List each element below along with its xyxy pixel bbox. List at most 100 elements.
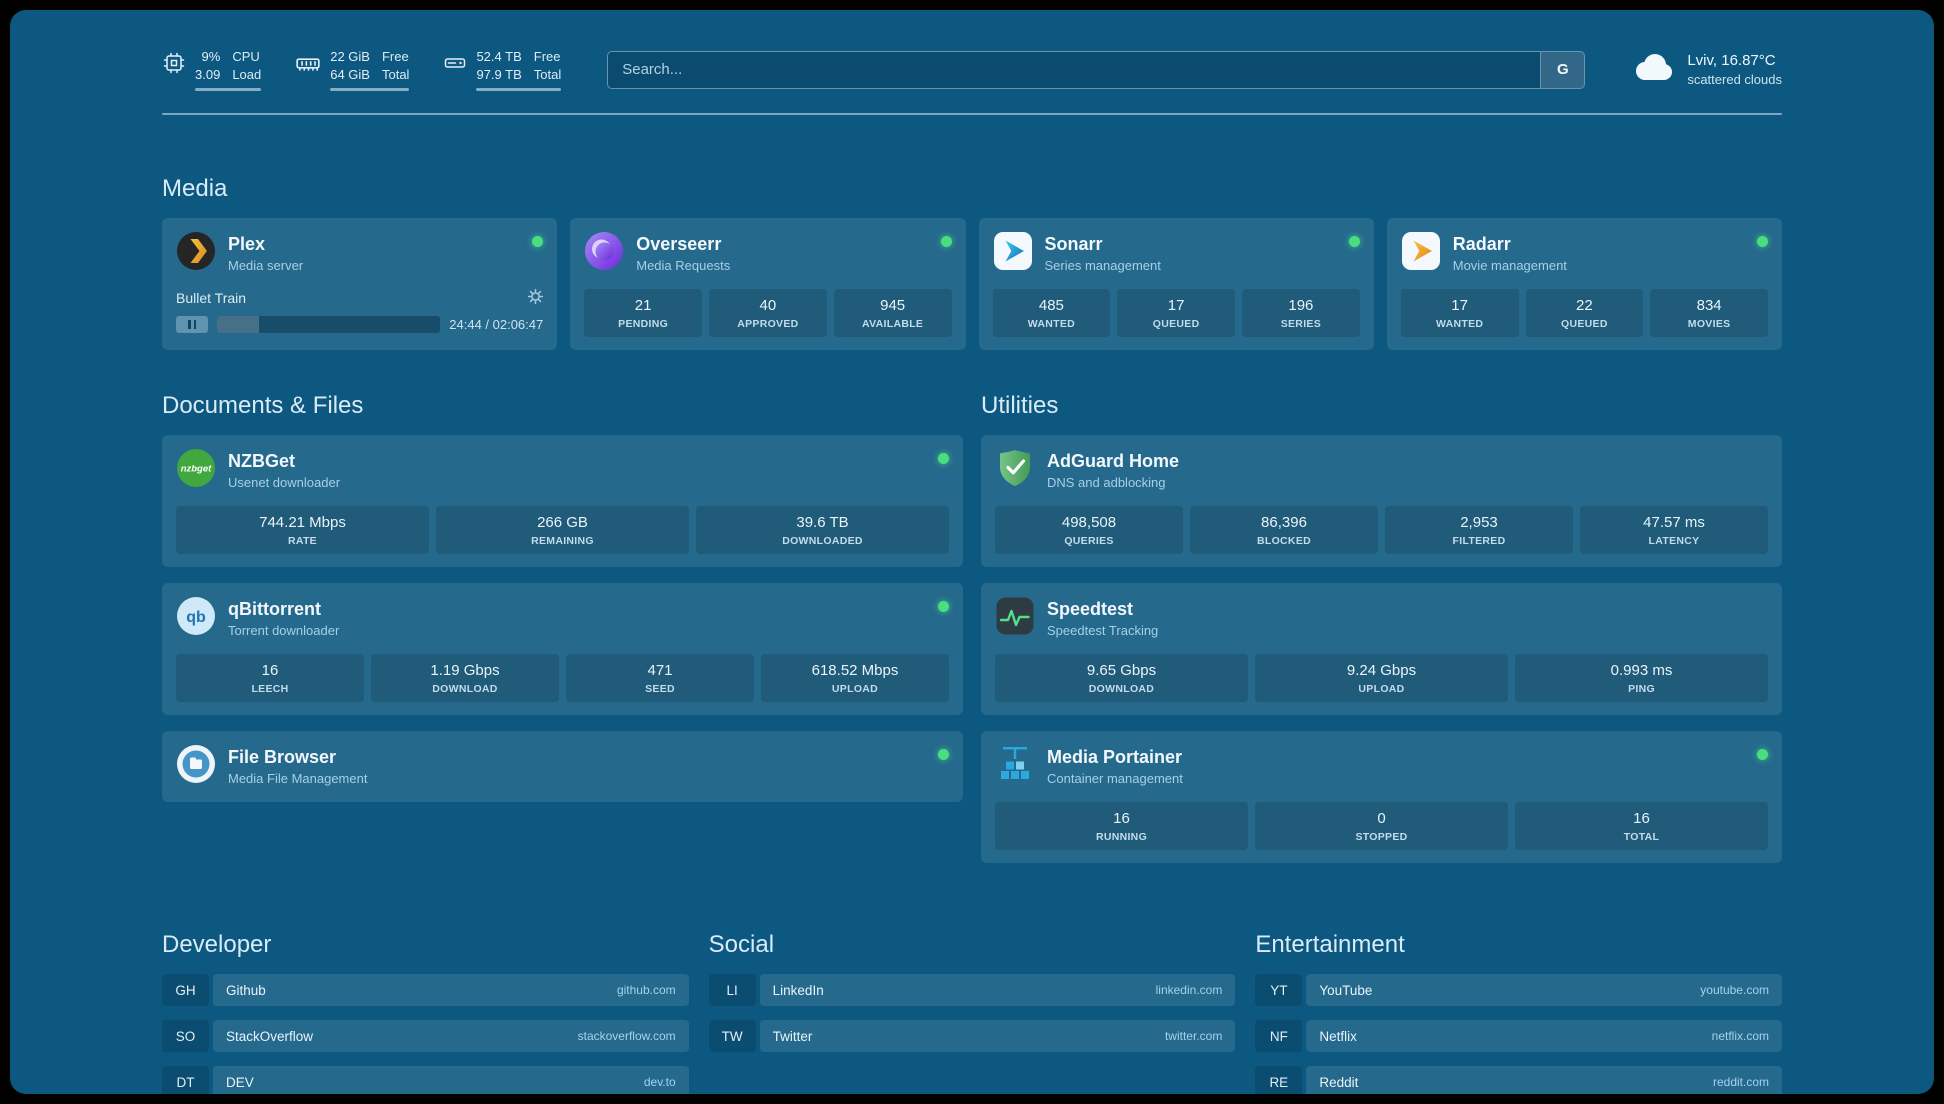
stat-stopped: 0 STOPPED (1255, 802, 1508, 851)
stat-value: 47.57 ms (1643, 514, 1705, 532)
stat-value: 21 (634, 297, 652, 315)
search-provider-button[interactable]: G (1540, 51, 1585, 88)
disk-total-label: Total (533, 66, 562, 82)
stat-label: DOWNLOAD (432, 683, 498, 696)
bookmark-name: LinkedIn (772, 982, 824, 998)
service-card-sonarr[interactable]: Sonarr Series management 485 WANTED 17 Q… (978, 218, 1374, 351)
stat-pending: 21 PENDING (584, 289, 702, 338)
service-card-qbittorrent[interactable]: qb qBittorrent Torrent downloader (162, 583, 963, 716)
memory-usage-bar (330, 88, 410, 92)
adguard-icon (995, 448, 1035, 493)
nzbget-icon: nzbget (176, 448, 216, 493)
disk-icon (443, 51, 467, 80)
stat-value: 17 (1451, 297, 1468, 315)
stat-label: WANTED (1435, 318, 1484, 331)
bookmark-abbr: GH (162, 974, 209, 1007)
bookmark-abbr: LI (708, 974, 756, 1007)
stat-label: BLOCKED (1256, 535, 1311, 548)
bookmark-reddit[interactable]: RE Reddit reddit.com (1255, 1066, 1782, 1094)
status-dot (938, 749, 949, 761)
bookmark-domain: twitter.com (1164, 1029, 1223, 1044)
service-card-adguard[interactable]: AdGuard Home DNS and adblocking 498,508 … (981, 435, 1782, 568)
stat-label: QUEUED (1152, 318, 1200, 331)
memory-total-label: Total (381, 66, 410, 82)
stat-value: 485 (1038, 297, 1064, 315)
service-card-plex[interactable]: Plex Media server Bullet Train (162, 218, 558, 351)
status-dot (938, 601, 949, 613)
bookmark-name: Twitter (772, 1028, 813, 1044)
stat-label: REMAINING (531, 535, 594, 548)
status-dot (938, 453, 949, 465)
service-card-speedtest[interactable]: Speedtest Speedtest Tracking 9.65 Gbps D… (981, 583, 1782, 716)
stat-label: UPLOAD (831, 683, 879, 696)
disk-usage-bar (476, 88, 562, 92)
bookmark-name: DEV (226, 1074, 254, 1090)
bookmark-domain: linkedin.com (1155, 983, 1223, 998)
bookmark-group-developer: Developer GH Github github.com SO StackO… (162, 931, 689, 1094)
stat-blocked: 86,396 BLOCKED (1190, 506, 1378, 555)
nzbget-icon-text: nzbget (181, 464, 212, 475)
dashboard: 9% 3.09 CPU Load (10, 10, 1934, 1094)
stat-value: 744.21 Mbps (259, 514, 346, 532)
service-card-radarr[interactable]: Radarr Movie management 17 WANTED 22 QUE… (1386, 218, 1782, 351)
service-title: Overseerr (636, 234, 722, 255)
cpu-load-value: 3.09 (195, 66, 221, 82)
entertainment-heading: Entertainment (1255, 931, 1405, 959)
stat-label: PENDING (618, 318, 669, 331)
stat-label: QUEUED (1561, 318, 1608, 331)
stat-value: 22 (1576, 297, 1593, 315)
service-card-overseerr[interactable]: Overseerr Media Requests 21 PENDING 40 A… (570, 218, 966, 351)
stat-value: 834 (1696, 297, 1722, 315)
now-playing-title: Bullet Train (176, 290, 247, 307)
cpu-label: CPU (232, 49, 260, 64)
bookmark-domain: stackoverflow.com (577, 1029, 676, 1044)
stat-label: STOPPED (1355, 831, 1408, 844)
bookmark-abbr: RE (1255, 1066, 1303, 1094)
service-card-nzbget[interactable]: nzbget NZBGet Usenet downloader 74 (162, 435, 963, 568)
stat-label: UPLOAD (1358, 683, 1405, 696)
service-card-filebrowser[interactable]: File Browser Media File Management (162, 731, 963, 803)
bookmark-youtube[interactable]: YT YouTube youtube.com (1255, 974, 1782, 1007)
search-input[interactable] (608, 51, 1541, 88)
cloud-icon (1631, 51, 1675, 88)
stat-value: 9.24 Gbps (1346, 662, 1417, 680)
qbittorrent-icon: qb (176, 596, 216, 641)
service-card-portainer[interactable]: Media Portainer Container management 16 … (981, 731, 1782, 864)
stat-latency: 47.57 ms LATENCY (1580, 506, 1768, 555)
bookmark-domain: netflix.com (1711, 1029, 1769, 1044)
gear-icon[interactable] (528, 288, 544, 307)
stat-wanted: 485 WANTED (992, 289, 1111, 338)
stat-value: 0 (1377, 810, 1386, 828)
weather-location-temp: Lviv, 16.87°C (1687, 52, 1776, 70)
pause-button[interactable] (176, 316, 208, 334)
memory-icon (295, 51, 321, 82)
stat-value: 86,396 (1261, 514, 1307, 532)
stat-label: RUNNING (1095, 831, 1148, 844)
social-heading: Social (708, 931, 775, 959)
bookmark-dev[interactable]: DT DEV dev.to (162, 1066, 689, 1094)
stat-seed: 471 SEED (566, 654, 754, 703)
stat-value: 16 (1113, 810, 1130, 828)
bookmark-abbr: SO (162, 1020, 209, 1053)
stat-label: MOVIES (1687, 318, 1731, 331)
bookmark-domain: youtube.com (1700, 983, 1769, 998)
stat-label: SERIES (1280, 318, 1322, 331)
stat-downloaded: 39.6 TB DOWNLOADED (696, 506, 949, 555)
stat-rate: 744.21 Mbps RATE (176, 506, 429, 555)
portainer-icon (995, 744, 1035, 789)
stat-movies: 834 MOVIES (1650, 289, 1768, 338)
section-documents: Documents & Files nzbget (162, 392, 963, 803)
documents-heading: Documents & Files (162, 392, 364, 420)
stat-value: 196 (1288, 297, 1314, 315)
service-desc: DNS and adblocking (1047, 475, 1166, 491)
bookmark-github[interactable]: GH Github github.com (162, 974, 689, 1007)
bookmark-netflix[interactable]: NF Netflix netflix.com (1255, 1020, 1782, 1053)
bookmark-abbr: YT (1255, 974, 1303, 1007)
service-desc: Series management (1044, 258, 1161, 274)
bookmark-stackoverflow[interactable]: SO StackOverflow stackoverflow.com (162, 1020, 689, 1053)
bookmark-twitter[interactable]: TW Twitter twitter.com (708, 1020, 1236, 1053)
plex-progress-track[interactable] (217, 316, 441, 334)
service-desc: Container management (1047, 771, 1183, 787)
stat-available: 945 AVAILABLE (833, 289, 952, 338)
bookmark-linkedin[interactable]: LI LinkedIn linkedin.com (708, 974, 1236, 1007)
